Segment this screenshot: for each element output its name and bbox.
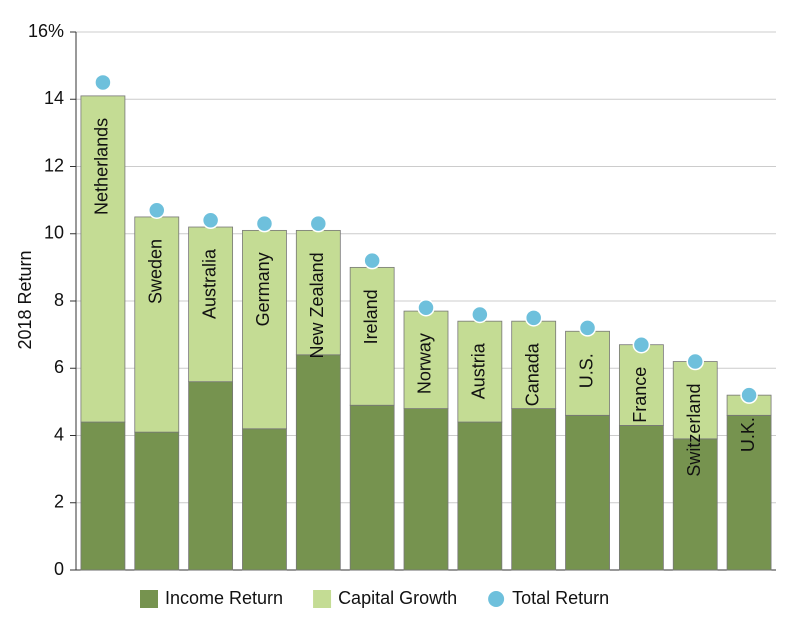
category-label: U.K. <box>738 417 758 452</box>
bar-segment <box>726 414 772 571</box>
bar-segment <box>565 414 610 571</box>
bar-segment <box>242 428 287 571</box>
bar-segment <box>457 320 503 423</box>
bar-segment <box>80 95 126 423</box>
bar-segment <box>349 266 395 406</box>
category-label: France <box>630 367 650 423</box>
bar-segment <box>672 438 718 571</box>
legend-label: Income Return <box>165 588 283 608</box>
bar-segment <box>80 421 126 571</box>
bar-segment <box>565 330 610 416</box>
total-dot <box>201 211 220 230</box>
total-dot <box>632 335 651 354</box>
bar-segment <box>511 320 557 409</box>
category-label: Australia <box>199 248 219 319</box>
y-tick-label: 0 <box>54 559 64 579</box>
category-label: Canada <box>522 342 542 406</box>
category-label: U.S. <box>576 353 596 388</box>
total-dot <box>363 251 381 270</box>
category-label: Austria <box>469 342 489 399</box>
category-label: Sweden <box>146 239 166 304</box>
bar-segment <box>457 421 503 571</box>
y-tick-label: 16% <box>28 21 64 41</box>
total-dot <box>94 73 112 92</box>
total-dot <box>309 214 328 233</box>
legend-swatch <box>488 591 505 607</box>
y-tick-label: 10 <box>44 223 64 243</box>
total-dot <box>578 319 597 337</box>
y-tick-label: 8 <box>54 290 64 310</box>
category-label: Netherlands <box>92 118 112 215</box>
bar-segment <box>188 226 234 383</box>
total-dot <box>417 298 435 317</box>
bar-segment <box>403 408 449 571</box>
bar-segment <box>672 361 718 440</box>
category-label: New Zealand <box>307 252 327 358</box>
category-label: Germany <box>253 252 273 326</box>
y-tick-label: 14 <box>44 88 64 108</box>
total-dot <box>148 201 166 219</box>
bar-segment <box>349 404 395 571</box>
total-dot <box>524 309 543 327</box>
y-tick-label: 4 <box>54 424 64 444</box>
bar-segment <box>242 229 287 430</box>
category-label: Norway <box>415 333 435 394</box>
bar-segment <box>188 381 234 571</box>
bar-segment <box>618 425 664 571</box>
category-label: Switzerland <box>684 384 704 477</box>
y-tick-label: 6 <box>54 357 64 377</box>
total-dot <box>255 214 274 233</box>
bar-segment <box>295 229 341 356</box>
bar-segment <box>295 354 341 571</box>
y-axis-label: 2018 Return <box>15 250 35 349</box>
bar-segment <box>134 216 180 433</box>
legend-swatch <box>140 590 158 608</box>
bar-segment <box>134 431 180 571</box>
y-tick-label: 2 <box>54 492 64 512</box>
bar-segment <box>403 310 449 409</box>
legend-label: Capital Growth <box>338 588 457 608</box>
legend-swatch <box>313 590 332 608</box>
total-dot <box>471 305 489 324</box>
total-dot <box>686 352 704 371</box>
bar-segment <box>511 408 557 571</box>
category-label: Ireland <box>361 289 381 344</box>
bar-segment <box>618 344 664 426</box>
total-dot <box>740 386 758 404</box>
legend-label: Total Return <box>512 588 609 608</box>
y-tick-label: 12 <box>44 155 64 175</box>
